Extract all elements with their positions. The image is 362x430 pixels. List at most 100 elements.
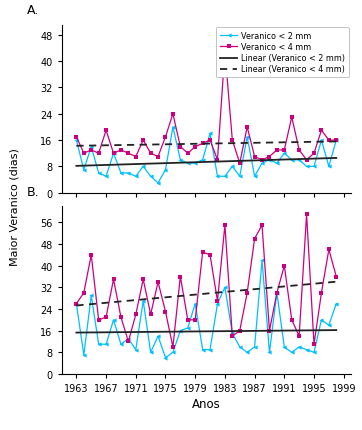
Linear (Veranico < 2 mm) [156,329,160,335]
Veranico < 2 mm [282,151,286,157]
Linear (Veranico < 4 mm) [275,285,279,290]
Linear (Veranico < 4 mm) [223,290,227,295]
Veranico < 2 mm [156,334,160,339]
Linear (Veranico < 2 mm) [260,158,264,163]
Veranico < 4 mm [297,334,301,339]
Veranico < 2 mm [119,342,123,347]
Linear (Veranico < 4 mm) [267,141,272,146]
Line: Veranico < 4 mm: Veranico < 4 mm [74,50,338,166]
Veranico < 4 mm [282,264,286,269]
Linear (Veranico < 2 mm) [237,159,242,164]
Veranico < 2 mm [334,138,338,143]
Veranico < 2 mm [186,161,190,166]
Linear (Veranico < 4 mm) [282,284,286,289]
Linear (Veranico < 2 mm) [230,329,235,334]
Linear (Veranico < 4 mm) [252,141,257,146]
Linear (Veranico < 2 mm) [290,157,294,163]
Veranico < 4 mm [319,291,324,296]
Veranico < 2 mm [163,355,168,360]
Veranico < 2 mm [111,317,116,322]
Linear (Veranico < 2 mm) [201,329,205,334]
Linear (Veranico < 4 mm) [201,142,205,147]
Veranico < 4 mm [186,317,190,322]
Linear (Veranico < 2 mm) [304,157,309,162]
Veranico < 2 mm [245,135,249,140]
Linear (Veranico < 2 mm) [230,159,235,164]
Veranico < 2 mm [163,168,168,173]
Veranico < 2 mm [312,164,316,169]
Linear (Veranico < 2 mm) [193,329,197,334]
Veranico < 4 mm [126,151,131,157]
Linear (Veranico < 2 mm) [208,160,212,165]
Linear (Veranico < 4 mm) [89,302,93,307]
X-axis label: Anos: Anos [192,397,221,410]
Veranico < 2 mm [215,301,220,307]
Veranico < 2 mm [275,291,279,296]
Veranico < 2 mm [208,347,212,352]
Veranico < 4 mm [282,148,286,153]
Veranico < 4 mm [74,135,79,140]
Veranico < 4 mm [82,151,86,157]
Veranico < 4 mm [252,237,257,242]
Linear (Veranico < 2 mm) [134,330,138,335]
Veranico < 2 mm [223,285,227,290]
Veranico < 2 mm [230,331,235,336]
Veranico < 2 mm [304,164,309,169]
Linear (Veranico < 2 mm) [156,161,160,166]
Veranico < 4 mm [275,291,279,296]
Veranico < 4 mm [156,154,160,160]
Line: Veranico < 2 mm: Veranico < 2 mm [74,126,338,185]
Veranico < 2 mm [82,353,86,358]
Veranico < 2 mm [290,158,294,163]
Linear (Veranico < 4 mm) [282,140,286,145]
Linear (Veranico < 4 mm) [297,140,301,145]
Linear (Veranico < 4 mm) [163,295,168,300]
Veranico < 2 mm [74,138,79,143]
Veranico < 4 mm [178,145,182,150]
Veranico < 2 mm [74,301,79,307]
Veranico < 4 mm [334,138,338,143]
Veranico < 2 mm [126,336,131,341]
Veranico < 4 mm [156,280,160,285]
Veranico < 2 mm [304,347,309,352]
Linear (Veranico < 2 mm) [275,329,279,334]
Linear (Veranico < 2 mm) [186,329,190,334]
Linear (Veranico < 4 mm) [156,142,160,147]
Linear (Veranico < 2 mm) [74,164,79,169]
Veranico < 2 mm [104,174,108,179]
Linear (Veranico < 4 mm) [82,144,86,149]
Veranico < 4 mm [134,312,138,317]
Veranico < 4 mm [148,151,153,157]
Linear (Veranico < 4 mm) [252,287,257,292]
Linear (Veranico < 2 mm) [97,330,101,335]
Veranico < 2 mm [290,350,294,355]
Veranico < 2 mm [171,350,175,355]
Linear (Veranico < 4 mm) [297,283,301,288]
Linear (Veranico < 4 mm) [215,141,220,147]
Linear (Veranico < 2 mm) [282,157,286,163]
Linear (Veranico < 2 mm) [327,328,331,333]
Linear (Veranico < 4 mm) [304,140,309,145]
Veranico < 2 mm [230,164,235,169]
Veranico < 2 mm [252,344,257,350]
Linear (Veranico < 2 mm) [201,160,205,165]
Veranico < 4 mm [134,154,138,160]
Linear (Veranico < 2 mm) [126,330,131,335]
Veranico < 4 mm [215,158,220,163]
Linear (Veranico < 4 mm) [148,296,153,301]
Text: B.: B. [27,185,39,198]
Veranico < 2 mm [267,350,272,355]
Veranico < 4 mm [141,277,146,282]
Veranico < 4 mm [126,339,131,344]
Linear (Veranico < 4 mm) [327,280,331,285]
Linear (Veranico < 2 mm) [82,164,86,169]
Veranico < 4 mm [334,274,338,280]
Linear (Veranico < 2 mm) [245,159,249,164]
Linear (Veranico < 4 mm) [119,299,123,304]
Veranico < 2 mm [141,298,146,304]
Veranico < 4 mm [223,49,227,55]
Linear (Veranico < 2 mm) [193,160,197,166]
Linear (Veranico < 4 mm) [134,143,138,148]
Linear (Veranico < 4 mm) [327,140,331,145]
Linear (Veranico < 4 mm) [126,143,131,148]
